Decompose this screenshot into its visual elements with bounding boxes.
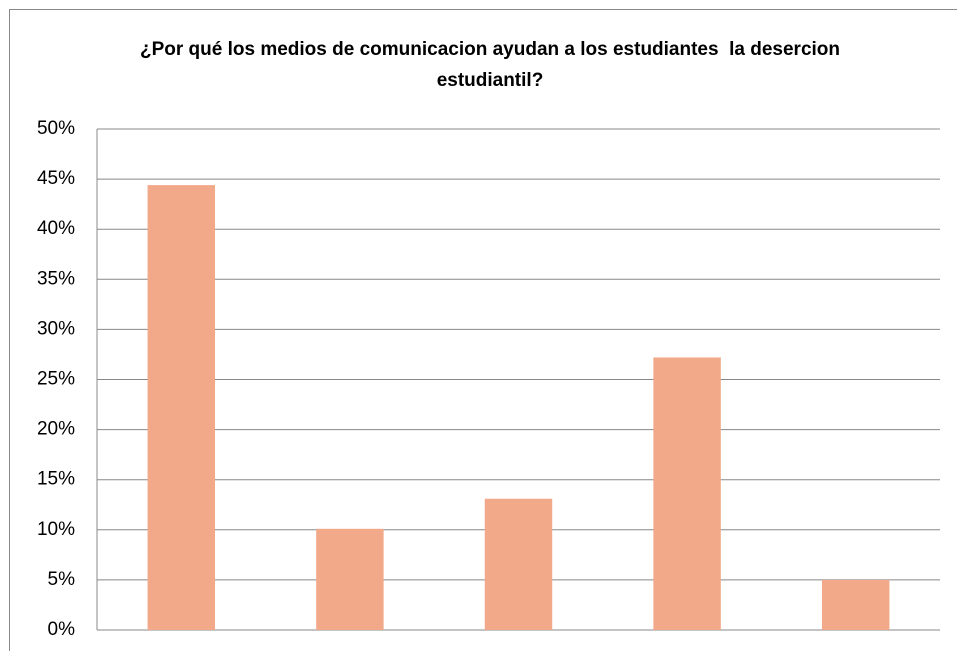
bar (653, 357, 721, 630)
bar (821, 579, 890, 630)
y-tick-label: 45% (37, 168, 75, 189)
chart-frame (9, 9, 957, 651)
y-tick-label: 0% (48, 619, 76, 640)
y-tick-label: 15% (37, 469, 75, 490)
y-tick-label: 25% (37, 369, 75, 390)
y-tick-label: 10% (37, 519, 75, 540)
y-tick-label: 30% (37, 318, 75, 339)
bar (316, 528, 384, 630)
chart-title: ¿Por qué los medios de comunicacion ayud… (139, 39, 846, 91)
y-tick-label: 5% (48, 569, 76, 590)
y-tick-label: 40% (37, 218, 75, 239)
y-tick-label: 35% (37, 268, 75, 289)
bar (147, 185, 216, 630)
y-tick-label: 20% (37, 419, 75, 440)
y-tick-label: 50% (37, 118, 75, 139)
bar (484, 498, 553, 630)
